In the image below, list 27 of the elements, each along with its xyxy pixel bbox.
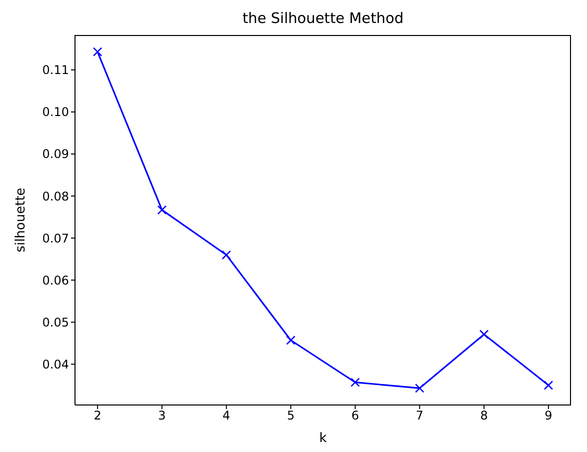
y-axis-title: silhouette: [14, 188, 29, 252]
y-tick-label: 0.07: [42, 231, 69, 246]
point: [157, 205, 167, 215]
x-axis-title: k: [319, 431, 328, 446]
x-tick-label: 3: [158, 408, 166, 423]
x-tick-label: 4: [222, 408, 230, 423]
y-tick-label: 0.04: [42, 357, 69, 372]
x-tick-label: 2: [94, 408, 102, 423]
point: [544, 380, 554, 390]
point: [479, 330, 489, 340]
x-tick-label: 5: [286, 408, 295, 423]
y-tick-label: 0.06: [42, 273, 69, 288]
x-tick-label: 6: [351, 408, 360, 423]
x-tick-label: 7: [416, 408, 424, 423]
chart-title: the Silhouette Method: [241, 11, 405, 27]
point: [92, 47, 102, 56]
point: [222, 250, 232, 260]
point: [286, 336, 296, 345]
y-tick-label: 0.09: [42, 147, 69, 162]
x-tick-label: 8: [480, 408, 488, 423]
y-tick-label: 0.10: [42, 105, 69, 120]
point: [350, 378, 360, 387]
y-tick-label: 0.08: [42, 189, 69, 204]
y-tick-label: 0.11: [42, 63, 69, 78]
point: [414, 384, 424, 393]
x-tick-label: 9: [544, 408, 552, 423]
y-tick-label: 0.05: [42, 315, 69, 330]
